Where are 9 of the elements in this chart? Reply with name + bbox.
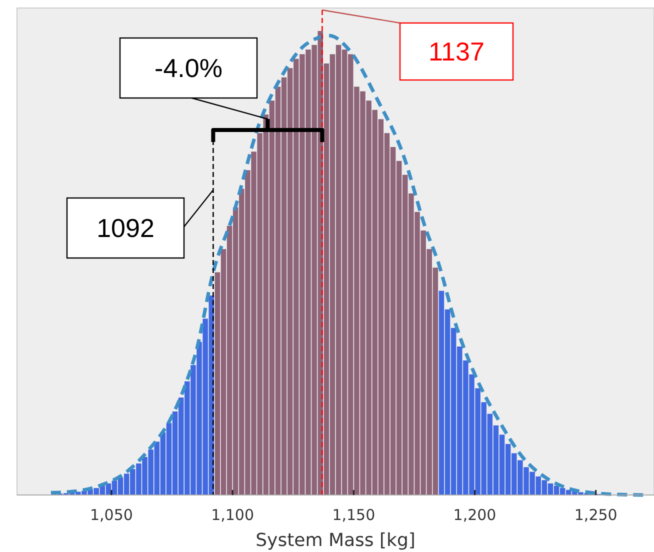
ref-line-label: 1092 xyxy=(96,213,154,243)
x-axis-title: System Mass [kg] xyxy=(256,530,416,551)
x-tick-label: 1,200 xyxy=(453,506,496,524)
x-tick-label: 1,150 xyxy=(332,506,376,524)
ref-line-label: 1137 xyxy=(428,36,484,66)
x-tick-label: 1,250 xyxy=(574,506,618,524)
annotation: -4.0% xyxy=(154,53,222,83)
x-tick-label: 1,050 xyxy=(90,506,133,524)
x-tick-label: 1,100 xyxy=(211,506,254,524)
